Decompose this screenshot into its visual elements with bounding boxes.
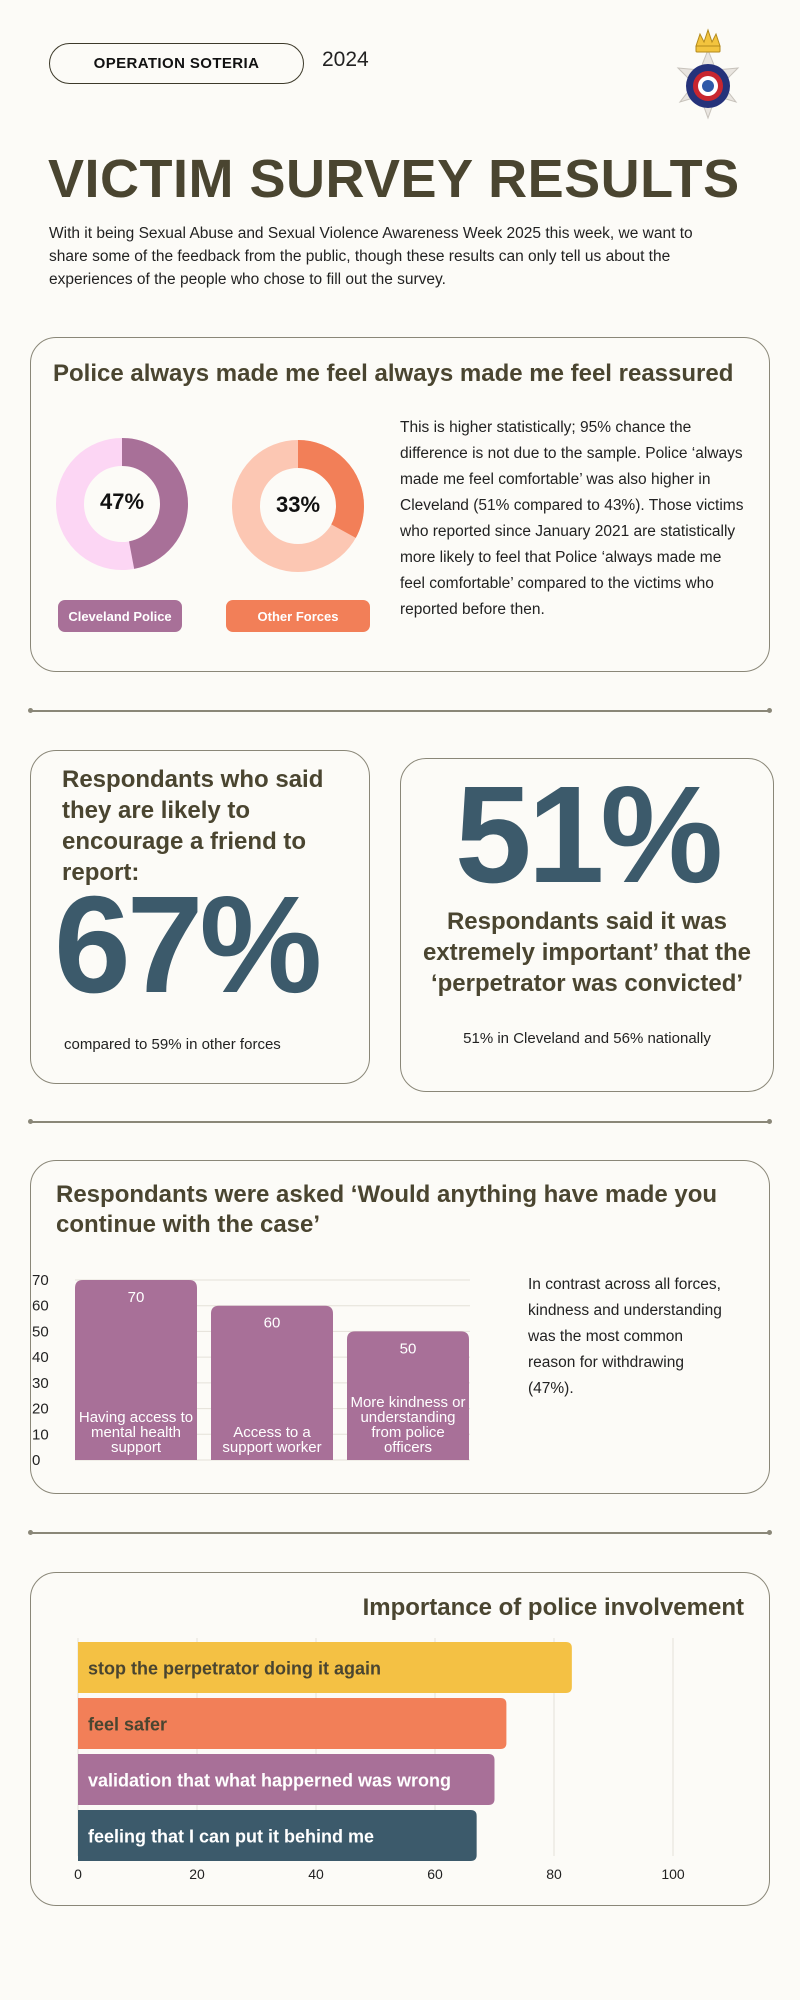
y-tick-label: 50 [32, 1323, 49, 1340]
section-divider-3 [28, 1530, 772, 1535]
bar [75, 1280, 197, 1460]
page-title: VICTIM SURVEY RESULTS [48, 149, 740, 209]
bar-category-label: feel safer [88, 1715, 167, 1735]
section-divider-2 [28, 1119, 772, 1124]
perpetrator-convicted-note: 51% in Cleveland and 56% nationally [463, 1030, 711, 1047]
cleveland-police-badge-icon [676, 28, 740, 120]
bar [78, 1642, 572, 1693]
bar-category-label: More kindness or understanding from police… [350, 1394, 465, 1456]
continue-case-side-text: In contrast across all forces, kindness … [528, 1276, 722, 1397]
reassured-paragraph: This is higher statistically; 95% chance… [400, 419, 744, 618]
bar [78, 1698, 507, 1749]
section-divider-1 [28, 708, 772, 713]
y-tick-label: 10 [32, 1426, 49, 1443]
bar-value-label: 60 [264, 1315, 281, 1332]
encourage-friend-percent: 67% [54, 868, 322, 1022]
donut-other-forces [232, 440, 364, 572]
bar [347, 1331, 469, 1460]
bar-category-label: feeling that I can put it behind me [88, 1827, 374, 1847]
bar-category-label: stop the perpetrator doing it again [88, 1659, 381, 1679]
x-tick-label: 100 [661, 1866, 685, 1882]
perpetrator-convicted-percent: 51% [454, 758, 723, 912]
x-tick-label: 20 [189, 1866, 205, 1882]
encourage-friend-card [30, 750, 370, 1084]
y-tick-label: 40 [32, 1349, 49, 1366]
y-tick-label: 20 [32, 1401, 49, 1418]
y-tick-label: 0 [32, 1452, 40, 1469]
encourage-friend-note: compared to 59% in other forces [64, 1036, 281, 1053]
continue-case-bar-chart: 0 10 20 30 40 50 60 70 70 Having access to mental … [32, 1272, 470, 1469]
perpetrator-convicted-heading: Respondants said it was extremely import… [422, 908, 752, 997]
continue-case-title: Respondants were asked ‘Would anything h… [56, 1181, 718, 1238]
x-tick-label: 80 [546, 1866, 562, 1882]
year-label: 2024 [322, 48, 369, 71]
bar [211, 1305, 333, 1460]
bar [78, 1810, 477, 1861]
bar-value-label: 50 [400, 1340, 417, 1357]
perpetrator-convicted-card [400, 758, 774, 1092]
police-involvement-bar-chart: 0 20 40 60 80 100 stop the perpetrator doing i… [74, 1638, 685, 1882]
donut-cleveland [56, 438, 188, 570]
bar-category-label: validation that what happerned was wrong [88, 1771, 451, 1791]
bar-value-label: 70 [128, 1289, 145, 1306]
y-tick-label: 60 [32, 1298, 49, 1315]
donut-cleveland-value: 47% [99, 489, 145, 514]
x-tick-label: 40 [308, 1866, 324, 1882]
x-tick-label: 0 [74, 1866, 82, 1882]
bar [78, 1754, 495, 1805]
operation-pill: OPERATION SOTERIA [49, 43, 304, 84]
bar-category-label: Access to a support worker [222, 1424, 321, 1456]
y-tick-label: 30 [32, 1375, 49, 1392]
donut-segment [56, 438, 188, 570]
legend-cleveland-police: Cleveland Police [58, 600, 182, 632]
y-tick-label: 70 [32, 1272, 49, 1289]
intro-text: With it being Sexual Abuse and Sexual Vi… [49, 225, 693, 288]
encourage-friend-heading: Respondants who said they are likely to … [62, 766, 324, 886]
reassured-title: Police always made me feel always made m… [53, 360, 734, 387]
x-tick-label: 60 [427, 1866, 443, 1882]
legend-other-forces: Other Forces [226, 600, 370, 632]
bar-category-label: Having access to mental health support [79, 1409, 193, 1456]
police-involvement-title: Importance of police involvement [362, 1594, 744, 1621]
donut-segment [232, 440, 364, 572]
donut-other-forces-value: 33% [275, 492, 321, 517]
